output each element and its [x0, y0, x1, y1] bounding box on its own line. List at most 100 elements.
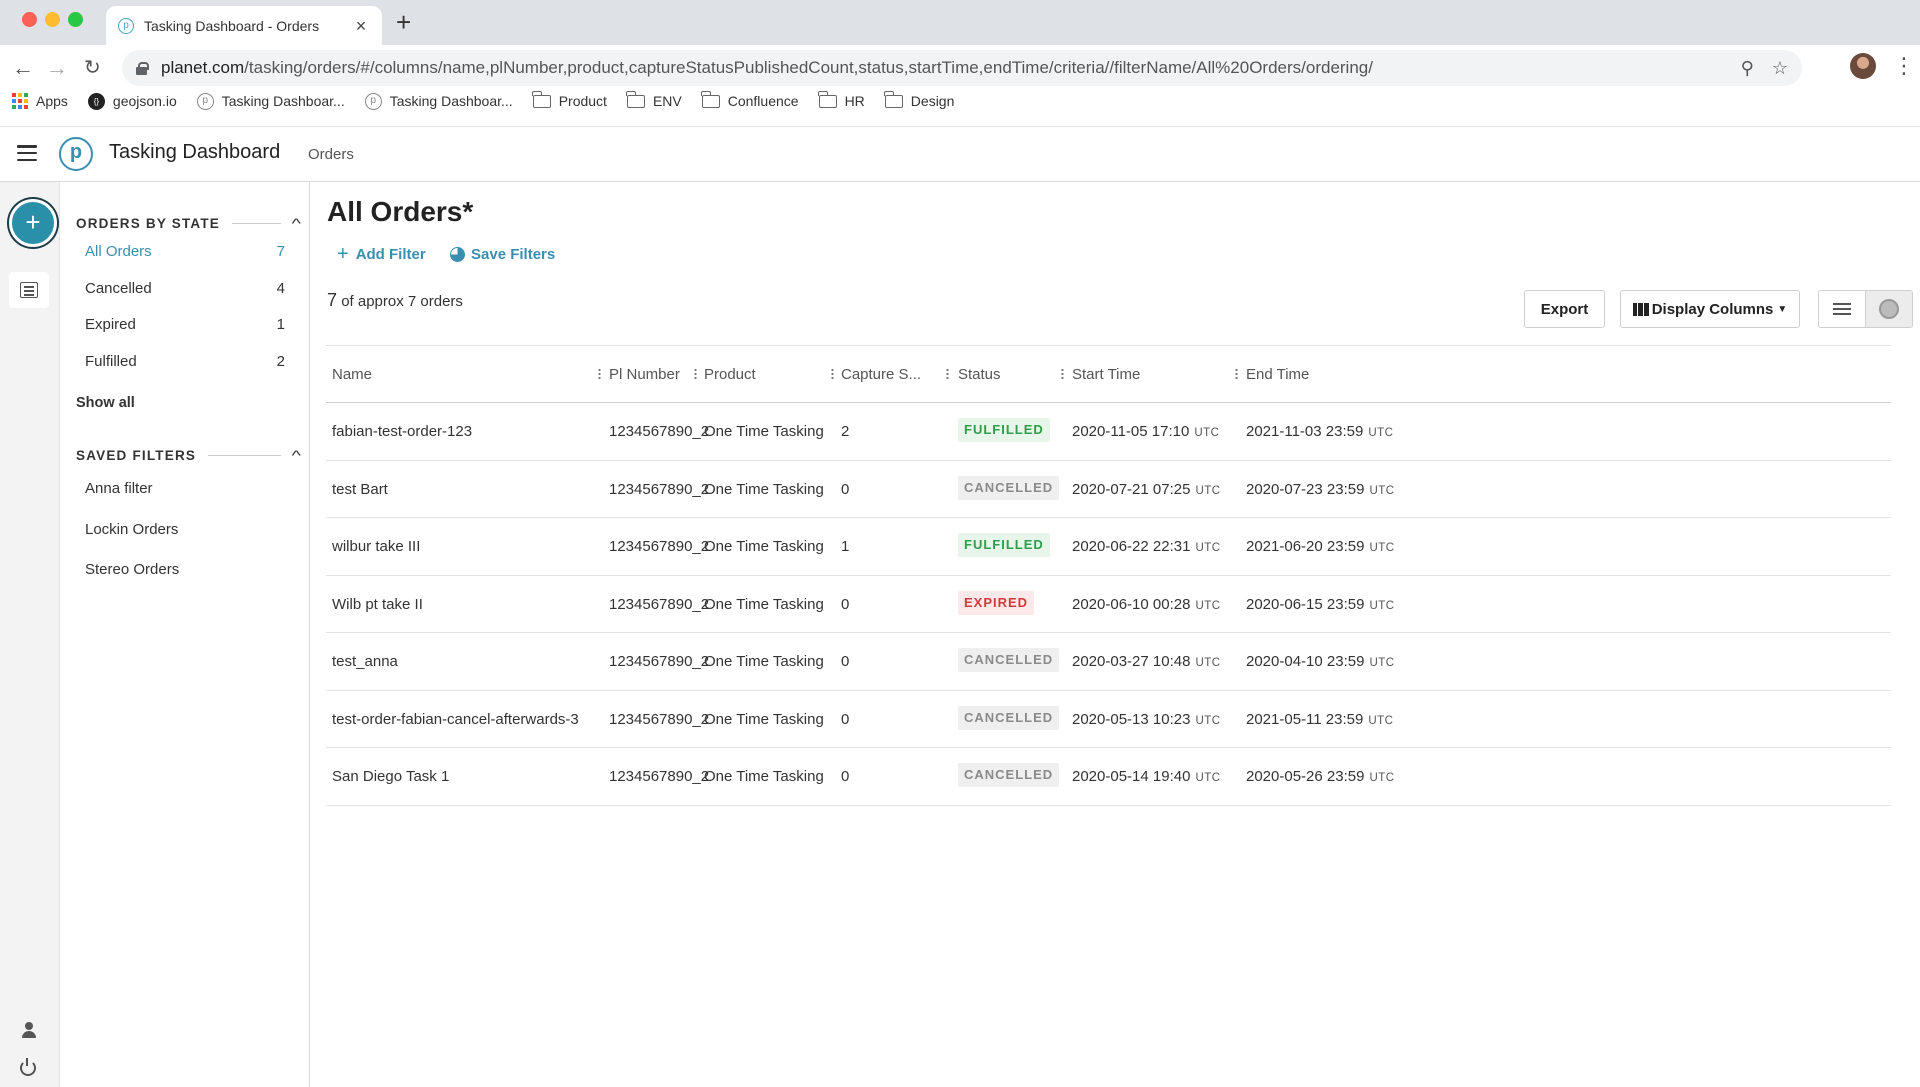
cell-start-time: 2020-06-10 00:28 UTC [1072, 595, 1221, 613]
left-rail: + [0, 182, 60, 1087]
cell-end-time: 2020-05-26 23:59 UTC [1246, 768, 1395, 785]
cell-name[interactable]: fabian-test-order-123 [332, 423, 473, 440]
save-filters-button[interactable]: Save Filters [450, 246, 555, 263]
bookmark-folder-design[interactable]: Design [884, 90, 954, 109]
add-filter-button[interactable]: + Add Filter [337, 243, 426, 265]
cell-end-time: 2020-06-15 23:59 UTC [1246, 595, 1395, 613]
table-row[interactable]: fabian-test-order-123 1234567890_2 One T… [326, 403, 1891, 461]
zoom-search-icon[interactable]: ⚲ [1740, 57, 1754, 78]
column-header-product[interactable]: Product [704, 366, 756, 383]
bookmark-folder-confluence[interactable]: Confluence [701, 90, 799, 109]
utc-label: UTC [1369, 542, 1395, 554]
bookmark-folder-hr[interactable]: HR [818, 90, 865, 109]
column-header-start-time[interactable]: Start Time [1072, 366, 1141, 383]
table-row[interactable]: wilbur take III 1234567890_2 One Time Ta… [326, 518, 1891, 576]
saved-filter-stereo[interactable]: Stereo Orders [85, 561, 180, 578]
browser-menu-icon[interactable]: ⋮ [1893, 53, 1915, 78]
browser-tab-strip: p Tasking Dashboard - Orders × + [0, 0, 1920, 45]
column-header-pl-number[interactable]: Pl Number [609, 366, 680, 383]
cell-name[interactable]: wilbur take III [332, 538, 421, 555]
table-row[interactable]: Wilb pt take II 1234567890_2 One Time Ta… [326, 576, 1891, 633]
table-row[interactable]: San Diego Task 1 1234567890_2 One Time T… [326, 748, 1891, 806]
saved-filters-header[interactable]: SAVED FILTERS ^ [76, 447, 302, 463]
zoom-window-button[interactable] [68, 12, 83, 27]
reload-icon[interactable]: ↻ [84, 57, 101, 79]
cell-start-time: 2020-05-13 10:23 UTC [1072, 710, 1221, 728]
create-order-button[interactable]: + [9, 199, 57, 247]
cell-product: One Time Tasking [704, 710, 824, 728]
table-row[interactable]: test_anna 1234567890_2 One Time Tasking … [326, 633, 1891, 691]
hamburger-menu-icon[interactable] [17, 145, 37, 161]
column-resize-handle[interactable] [1235, 368, 1238, 380]
bookmark-apps[interactable]: Apps [12, 93, 68, 109]
chevron-up-icon[interactable]: ^ [292, 447, 302, 463]
column-resize-handle[interactable] [598, 368, 601, 380]
bookmark-tasking-dashboard-2[interactable]: p Tasking Dashboar... [364, 92, 513, 110]
orders-by-state-header[interactable]: ORDERS BY STATE ^ [76, 215, 302, 231]
table-row[interactable]: test-order-fabian-cancel-afterwards-3 12… [326, 691, 1891, 748]
profile-avatar[interactable] [1850, 53, 1876, 79]
column-header-capture-status[interactable]: Capture S... [841, 366, 922, 383]
bookmark-folder-product[interactable]: Product [532, 90, 607, 109]
cell-start-time: 2020-11-05 17:10 UTC [1072, 423, 1220, 440]
forward-arrow-icon[interactable]: → [46, 55, 68, 80]
url-text[interactable]: planet.com/tasking/orders/#/columns/name… [161, 58, 1373, 77]
saved-filter-anna[interactable]: Anna filter [85, 480, 153, 497]
bookmark-star-icon[interactable]: ☆ [1771, 57, 1788, 78]
breadcrumb-orders[interactable]: Orders [308, 146, 354, 163]
cell-pl-number: 1234567890_2 [609, 595, 710, 613]
browser-tab[interactable]: p Tasking Dashboard - Orders × [106, 6, 382, 45]
address-bar[interactable]: planet.com/tasking/orders/#/columns/name… [122, 50, 1802, 86]
cell-name[interactable]: test Bart [332, 480, 388, 498]
state-all-orders[interactable]: All Orders 7 [85, 243, 285, 260]
cell-end-time: 2021-05-11 23:59 UTC [1246, 710, 1394, 728]
app-title[interactable]: Tasking Dashboard [109, 141, 281, 163]
state-expired[interactable]: Expired 1 [85, 316, 285, 333]
column-resize-handle[interactable] [1061, 368, 1064, 380]
lock-icon[interactable] [136, 62, 149, 75]
cell-pl-number: 1234567890_2 [609, 538, 710, 555]
section-title: SAVED FILTERS [76, 447, 197, 463]
bookmark-geojson[interactable]: {} geojson.io [87, 92, 177, 110]
cell-name[interactable]: test-order-fabian-cancel-afterwards-3 [332, 710, 579, 728]
column-resize-handle[interactable] [946, 368, 949, 380]
cell-name[interactable]: test_anna [332, 653, 398, 670]
minimize-window-button[interactable] [45, 12, 60, 27]
column-resize-handle[interactable] [694, 368, 697, 380]
state-cancelled[interactable]: Cancelled 4 [85, 280, 285, 297]
table-row[interactable]: test Bart 1234567890_2 One Time Tasking … [326, 461, 1891, 518]
planet-logo[interactable]: p [59, 137, 93, 171]
list-view-button[interactable] [1819, 291, 1866, 327]
logout-power-icon[interactable] [20, 1058, 36, 1076]
browser-toolbar: ← → ↻ planet.com/tasking/orders/#/column… [0, 45, 1920, 127]
utc-label: UTC [1195, 484, 1221, 497]
cell-name[interactable]: Wilb pt take II [332, 595, 423, 613]
back-arrow-icon[interactable]: ← [12, 55, 34, 80]
apps-grid-icon [12, 93, 28, 109]
status-badge: FULFILLED [958, 533, 1050, 557]
column-resize-handle[interactable] [831, 368, 834, 380]
orders-nav-button[interactable] [9, 272, 49, 308]
cell-product: One Time Tasking [704, 423, 824, 440]
cell-name[interactable]: San Diego Task 1 [332, 768, 450, 785]
export-button[interactable]: Export [1524, 290, 1605, 328]
new-tab-icon[interactable]: + [396, 7, 412, 37]
saved-filter-lockin[interactable]: Lockin Orders [85, 521, 179, 538]
show-all-link[interactable]: Show all [76, 395, 135, 411]
state-fulfilled[interactable]: Fulfilled 2 [85, 353, 285, 370]
column-header-status[interactable]: Status [958, 366, 1001, 383]
account-icon[interactable] [21, 1022, 37, 1038]
cell-capture-count: 1 [841, 538, 850, 555]
bookmark-tasking-dashboard-1[interactable]: p Tasking Dashboar... [196, 92, 345, 110]
column-header-name[interactable]: Name [332, 366, 373, 383]
planet-favicon-icon: p [118, 17, 134, 34]
utc-label: UTC [1195, 714, 1221, 727]
display-columns-button[interactable]: Display Columns ▼ [1620, 290, 1800, 328]
bookmark-folder-env[interactable]: ENV [626, 90, 682, 109]
close-window-button[interactable] [22, 12, 37, 27]
map-view-button[interactable] [1866, 291, 1912, 327]
cell-start-time: 2020-03-27 10:48 UTC [1072, 653, 1221, 670]
tab-close-icon[interactable]: × [355, 15, 367, 36]
column-header-end-time[interactable]: End Time [1246, 366, 1310, 383]
chevron-up-icon[interactable]: ^ [292, 215, 302, 231]
